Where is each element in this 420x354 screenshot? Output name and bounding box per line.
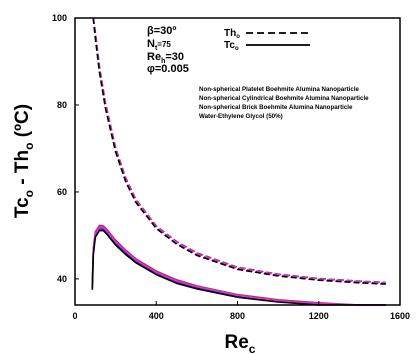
legend-entry-platelet: Non-spherical Platelet Boehmite Alumina …	[199, 86, 360, 93]
y-tick-label-40: 40	[57, 274, 67, 284]
x-axis-label: Rec	[225, 332, 256, 354]
x-tick-label-0: 0	[72, 311, 77, 321]
param-reh: Reh=30	[147, 51, 184, 65]
axes-layer: 0 400 800 1200 1600 40 60 80 100	[52, 13, 410, 321]
y-tick-label-100: 100	[52, 13, 67, 23]
legend-tc-label: Tco	[224, 40, 239, 52]
param-phi: φ=0.005	[147, 63, 189, 75]
x-tick-label-1600: 1600	[390, 311, 410, 321]
x-tick-label-400: 400	[149, 311, 164, 321]
fluid-legend: Non-spherical Platelet Boehmite Alumina …	[199, 86, 369, 120]
series-3-solid-line	[91, 226, 386, 306]
param-nt: Nt=75	[147, 38, 171, 52]
series-4-solid-line	[91, 229, 386, 306]
series-2-solid-line	[91, 224, 386, 306]
legend-entry-water-eg: Water-Ethylene Glycol (50%)	[199, 113, 283, 120]
legend-th-label: Tho	[224, 28, 240, 40]
x-tick-label-800: 800	[230, 311, 245, 321]
series-3-dashed-line	[92, 17, 386, 284]
y-axis-label: Tco - Tho (ºC)	[12, 104, 36, 218]
param-beta: β=30º	[147, 25, 176, 37]
y-tick-label-60: 60	[57, 187, 67, 197]
x-tick-label-1200: 1200	[309, 311, 329, 321]
legend-entry-cylindrical: Non-spherical Cylindrical Boehmite Alumi…	[199, 95, 369, 102]
curves-layer	[91, 17, 386, 306]
y-tick-label-80: 80	[57, 100, 67, 110]
line-style-legend: Tho Tco	[224, 28, 310, 52]
legend-entry-brick: Non-spherical Brick Boehmite Alumina Nan…	[199, 104, 353, 111]
parameters-annotation: β=30º Nt=75 Reh=30 φ=0.005	[147, 25, 189, 75]
series-4-dashed-line	[92, 17, 386, 285]
